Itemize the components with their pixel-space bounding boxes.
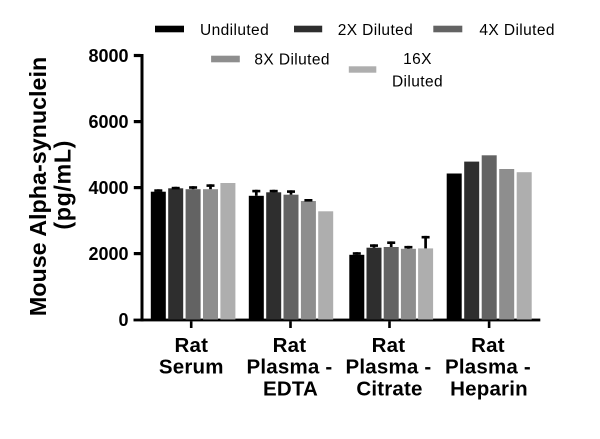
svg-text:Rat: Rat (471, 334, 505, 357)
svg-text:6000: 6000 (88, 112, 128, 132)
svg-text:Heparin: Heparin (450, 377, 528, 400)
svg-text:Plasma -: Plasma - (445, 356, 531, 379)
svg-text:Rat: Rat (174, 334, 208, 357)
svg-text:Plasma -: Plasma - (247, 356, 333, 379)
svg-text:Rat: Rat (372, 334, 406, 357)
svg-text:Mouse Alpha-synuclein: Mouse Alpha-synuclein (25, 57, 51, 316)
svg-text:Rat: Rat (273, 334, 307, 357)
svg-text:16X: 16X (403, 51, 432, 68)
svg-text:2X Diluted: 2X Diluted (338, 22, 414, 39)
svg-text:Undiluted: Undiluted (200, 22, 269, 39)
svg-text:Diluted: Diluted (392, 73, 443, 90)
svg-text:0: 0 (118, 310, 128, 330)
svg-text:Plasma -: Plasma - (346, 356, 432, 379)
svg-text:(pg/mL): (pg/mL) (49, 140, 75, 230)
svg-text:8000: 8000 (88, 46, 128, 66)
svg-text:Serum: Serum (159, 356, 224, 379)
svg-text:8X Diluted: 8X Diluted (254, 51, 330, 68)
svg-text:Citrate: Citrate (356, 377, 422, 400)
svg-text:4000: 4000 (88, 178, 128, 198)
svg-text:EDTA: EDTA (263, 377, 318, 400)
svg-text:2000: 2000 (88, 244, 128, 264)
svg-text:4X Diluted: 4X Diluted (479, 22, 555, 39)
